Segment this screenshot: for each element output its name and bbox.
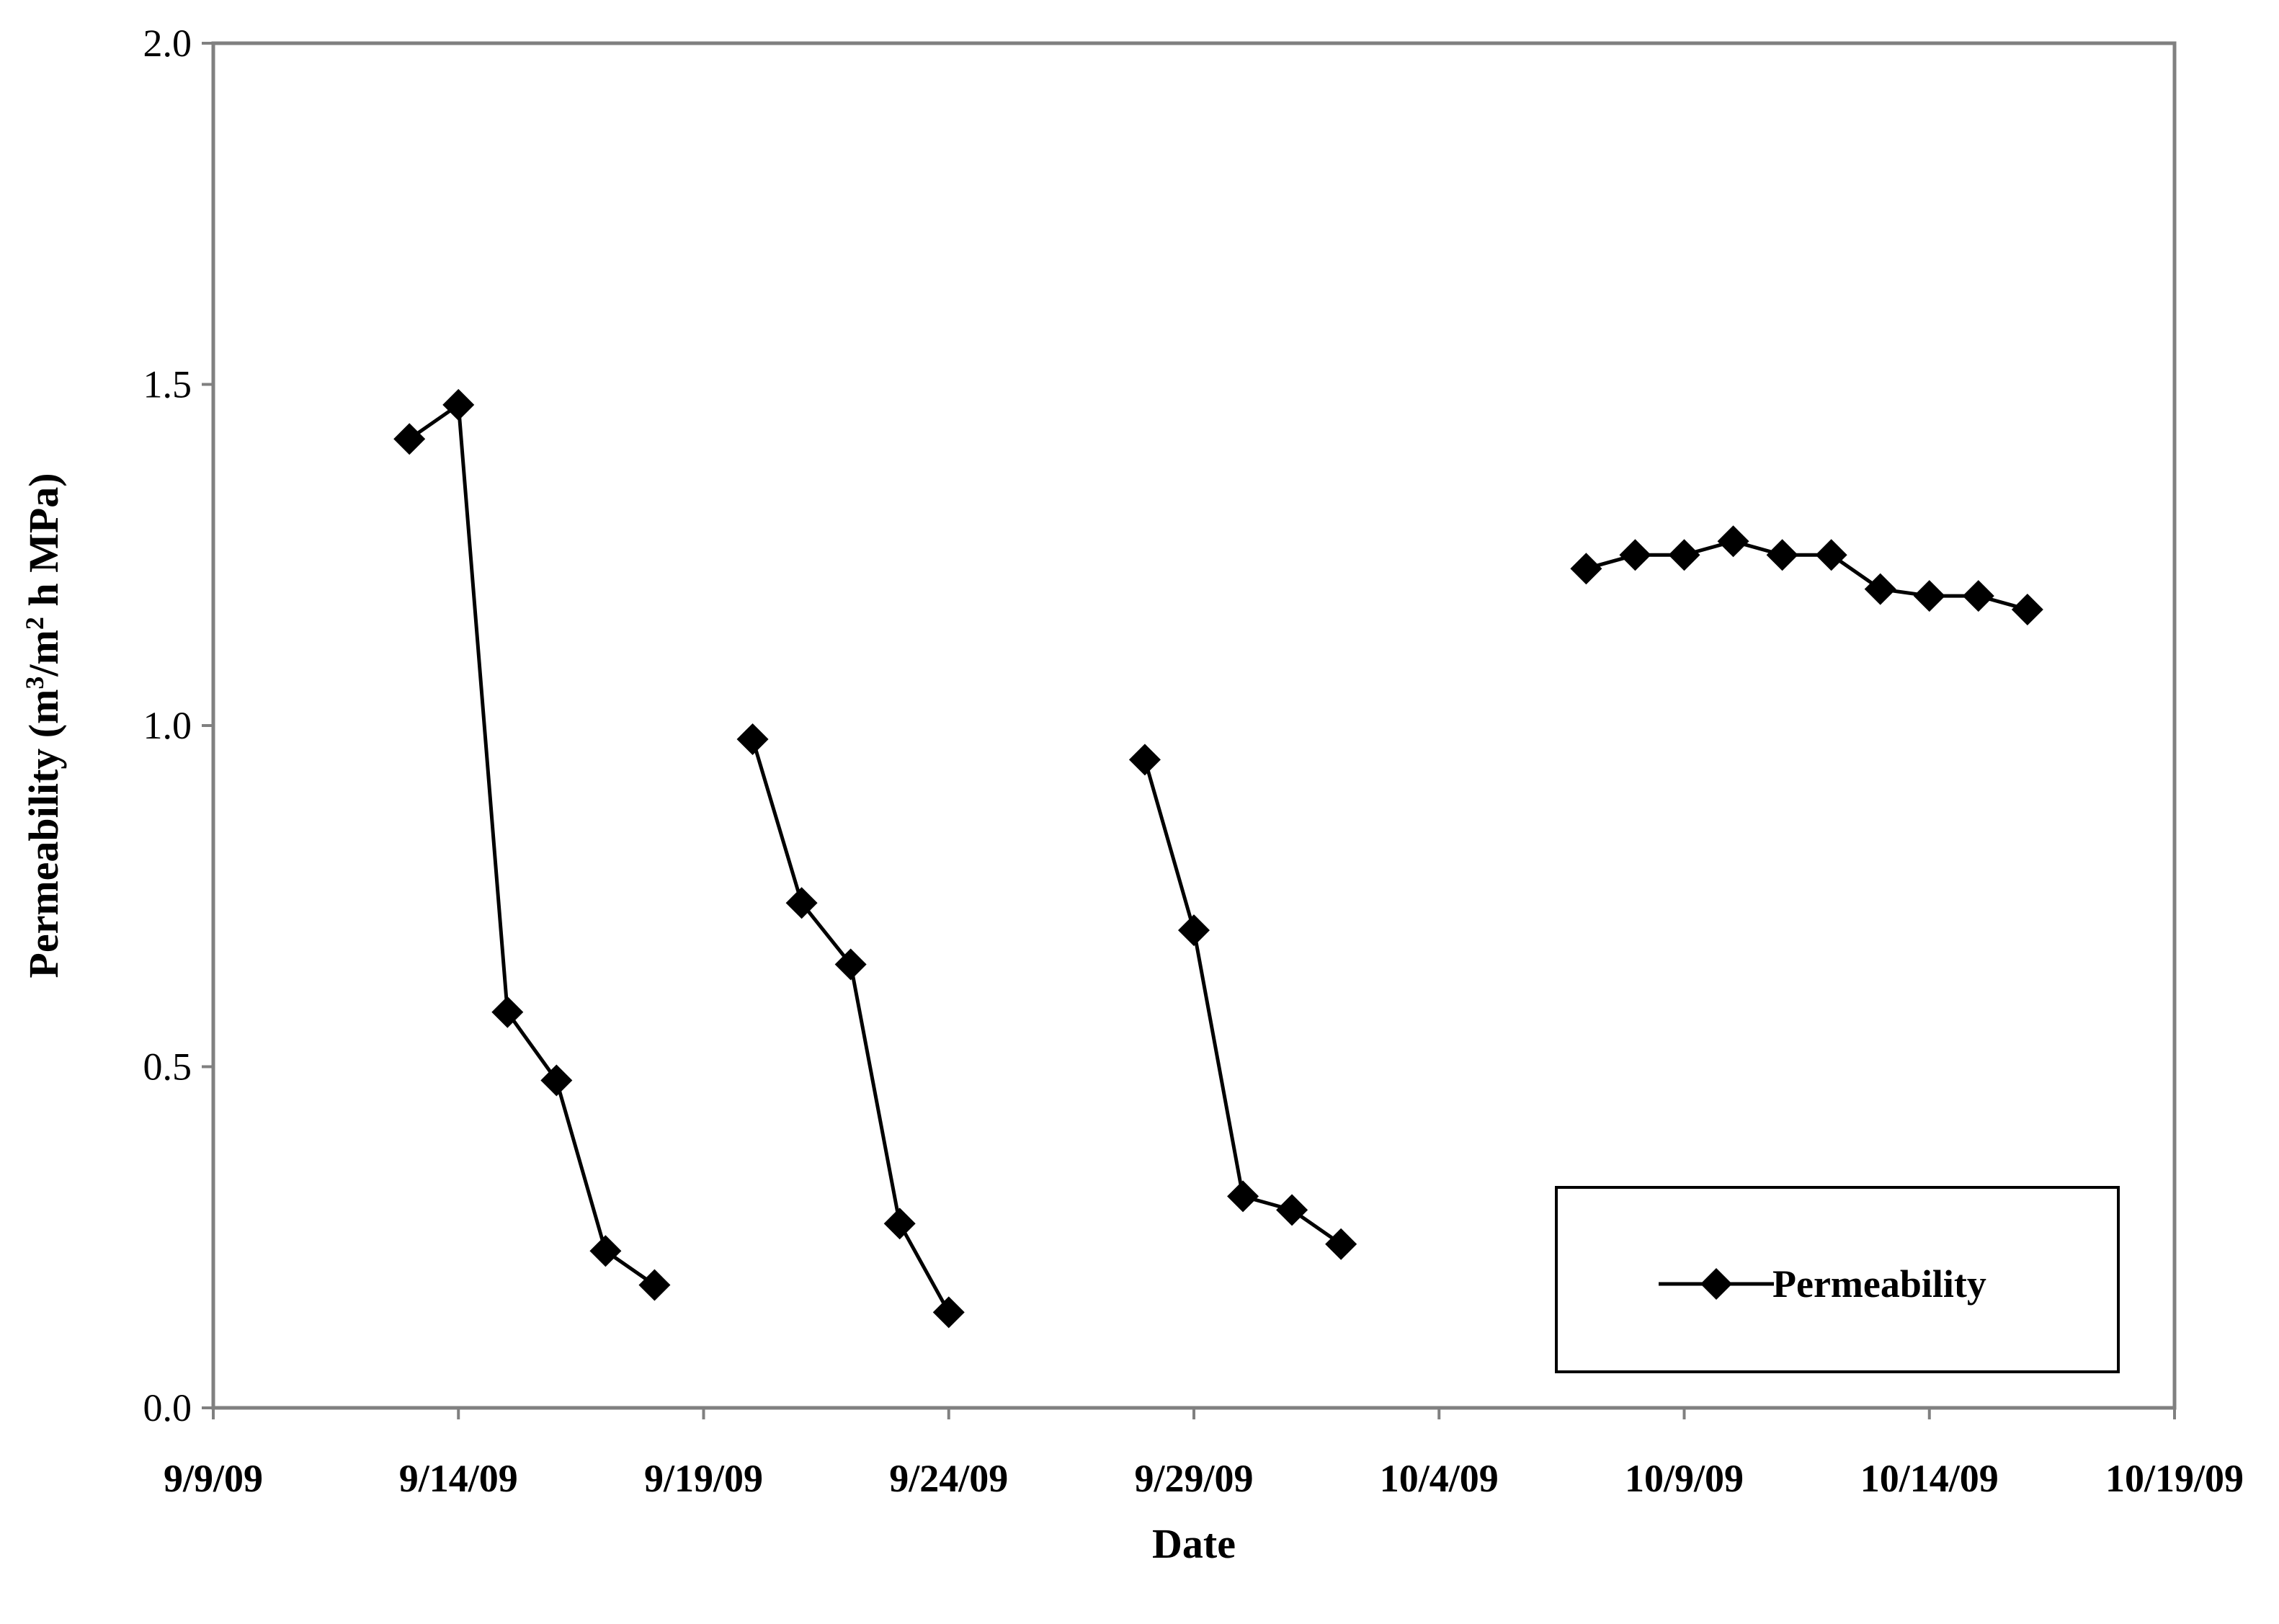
data-point-marker (540, 1064, 573, 1097)
series-line-segment (1585, 539, 2028, 612)
x-axis: 9/9/09 9/14/09 9/19/09 9/24/09 9/29/09 10/4/0… (164, 1408, 2244, 1500)
y-axis-title: Permeability (m3/m2 h MPa) (20, 473, 67, 978)
y-axis-title-base: Permeability (m (20, 690, 67, 978)
x-tick-label: 10/14/09 (1860, 1457, 1999, 1500)
data-point-marker (1570, 553, 1602, 585)
data-point-marker (1864, 573, 1896, 605)
data-point-marker (1717, 525, 1749, 558)
x-tick-label: 10/9/09 (1625, 1457, 1744, 1500)
plot-area (211, 41, 2177, 1410)
y-tick-label: 2.0 (143, 22, 192, 65)
data-point-marker (1128, 744, 1161, 776)
data-point-marker (1178, 914, 1210, 947)
data-point-marker (834, 948, 867, 981)
x-tick-label: 10/4/09 (1380, 1457, 1499, 1500)
y-tick-label: 1.5 (143, 363, 192, 406)
data-point-marker (589, 1235, 622, 1267)
data-point-marker (1913, 580, 1945, 612)
data-point-marker (1668, 539, 1700, 571)
series-permeability (393, 388, 2043, 1329)
x-tick-label: 9/14/09 (399, 1457, 518, 1500)
x-tick-label: 9/9/09 (164, 1457, 263, 1500)
data-point-marker (736, 723, 769, 755)
data-point-marker (1766, 539, 1798, 571)
data-point-marker (932, 1296, 965, 1329)
legend-box (1555, 1186, 2120, 1373)
y-axis-title-sup1: 3 (20, 677, 49, 690)
x-tick-label: 10/19/09 (2105, 1457, 2244, 1500)
y-axis-title-sup2: 2 (20, 617, 49, 630)
y-tick-label: 1.0 (143, 704, 192, 747)
data-point-marker (1227, 1180, 1259, 1213)
data-point-marker (393, 423, 426, 455)
y-axis-title-mid: /m (20, 630, 67, 677)
data-point-marker (785, 887, 818, 919)
legend-entry-permeability: Permeability (1772, 1262, 1986, 1306)
y-tick-label: 0.0 (143, 1386, 192, 1429)
data-point-marker (1325, 1228, 1357, 1260)
legend: Permeability (1555, 1186, 2120, 1373)
y-axis-title-end: h MPa) (20, 473, 67, 617)
data-point-marker (491, 996, 524, 1028)
data-point-marker (1276, 1194, 1308, 1226)
data-point-marker (883, 1208, 916, 1240)
x-tick-label: 9/24/09 (889, 1457, 1008, 1500)
data-point-marker (1962, 580, 1994, 612)
data-point-marker (2011, 594, 2043, 626)
data-point-marker (1619, 539, 1651, 571)
y-axis: 0.0 0.5 1.0 1.5 2.0 (143, 22, 213, 1429)
x-tick-label: 9/19/09 (644, 1457, 763, 1500)
legend-marker-diamond (1700, 1268, 1732, 1300)
x-tick-label: 9/29/09 (1134, 1457, 1253, 1500)
x-axis-title: Date (1152, 1520, 1236, 1567)
data-point-marker (638, 1269, 671, 1301)
data-point-marker (1815, 539, 1847, 571)
data-point-marker (442, 388, 475, 421)
y-tick-label: 0.5 (143, 1045, 192, 1089)
